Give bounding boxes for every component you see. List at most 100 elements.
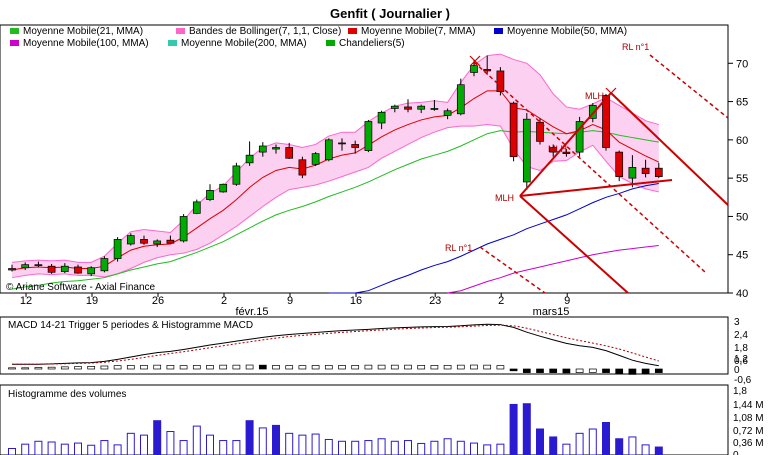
x-tick-label: 9 (287, 295, 293, 307)
volume-title: Histogramme des volumes (8, 389, 126, 400)
cross-marker (469, 55, 481, 67)
volume-tick-label: 1,8 (733, 386, 747, 397)
volume-bar (496, 443, 505, 455)
volume-bar (34, 440, 43, 455)
price-tick-label: 40 (736, 288, 748, 300)
candle-body (470, 65, 478, 73)
volume-bar (628, 436, 637, 455)
candle-body (549, 147, 558, 153)
volume-bar (285, 432, 294, 455)
price-tick-label: 65 (736, 97, 748, 109)
candle-body (496, 70, 505, 92)
macd-tick-label: -0,6 (734, 375, 752, 386)
x-tick-label: 19 (86, 295, 98, 307)
trend-line-up (519, 92, 612, 197)
volume-tick-label: 0 (733, 450, 739, 455)
macd-histogram-bar (140, 365, 148, 370)
candle-body (192, 201, 201, 214)
x-tick-label: 16 (350, 295, 362, 307)
rl-dashed-1 (473, 61, 706, 273)
candle-body (364, 121, 373, 151)
candle-body (641, 167, 650, 174)
candle-body (483, 69, 492, 72)
volume-bar (113, 444, 122, 455)
volume-bar (536, 428, 544, 455)
volume-bar (166, 431, 175, 455)
legend-label-0: Moyenne Mobile(21, MMA) (23, 26, 143, 37)
volume-bar (443, 438, 452, 455)
candle-body (34, 264, 43, 267)
support-line (519, 179, 673, 197)
macd-histogram-bar (404, 364, 412, 370)
candle-body (562, 151, 571, 154)
macd-histogram-bar (298, 365, 307, 370)
volume-bar (549, 436, 558, 455)
macd-histogram-bar (602, 368, 610, 373)
macd-histogram-bar (522, 368, 531, 373)
volume-bar (153, 420, 162, 455)
macd-histogram-bar (100, 365, 109, 370)
candle-body (456, 84, 465, 115)
macd-histogram-bar (509, 368, 518, 372)
candle-body (377, 111, 386, 124)
macd-histogram-bar (47, 366, 56, 370)
volume-bar (404, 440, 412, 455)
legend-label-5: Moyenne Mobile(200, MMA) (181, 38, 307, 49)
candle-body (113, 239, 122, 259)
volume-bar (417, 442, 426, 455)
copyright: © Ariane Software - Axial Finance (6, 282, 156, 293)
macd-histogram-bar (8, 367, 16, 370)
legend-swatch-2 (348, 28, 357, 34)
volume-tick-label: 0,72 M (733, 426, 764, 437)
candle-body (338, 142, 346, 145)
legend-swatch-4 (10, 40, 19, 46)
volume-bar (179, 440, 188, 455)
candle-body (74, 266, 82, 274)
macd-histogram-bar (641, 368, 650, 375)
legend-label-4: Moyenne Mobile(100, MMA) (23, 38, 149, 49)
macd-histogram-bar (34, 367, 43, 370)
volume-bar (311, 433, 320, 455)
volume-bar (21, 443, 30, 455)
macd-histogram-bar (430, 365, 439, 370)
candle-body (258, 145, 267, 153)
candle-body (60, 265, 69, 272)
volume-tick-label: 1,44 M (733, 400, 764, 411)
candle-body (126, 235, 135, 245)
macd-tick-label: 2,4 (734, 330, 748, 341)
candle-body (615, 151, 624, 177)
macd-histogram-bar (536, 368, 544, 373)
volume-bar (100, 440, 109, 455)
macd-histogram-bar (311, 365, 320, 370)
bollinger-band-fill (12, 54, 659, 278)
candle-body (536, 121, 544, 142)
macd-histogram-bar (483, 364, 492, 370)
volume-bar (351, 440, 360, 455)
macd-histogram-bar (258, 364, 267, 370)
macd-histogram-bar (232, 364, 241, 370)
candle-body (390, 105, 399, 109)
macd-histogram-bar (443, 365, 452, 370)
macd-histogram-bar (351, 365, 360, 370)
candle-body (8, 268, 16, 271)
volume-tick-label: 0,36 M (733, 438, 764, 449)
macd-histogram-bar (113, 365, 122, 370)
macd-line (12, 323, 659, 367)
candle-body (285, 147, 294, 159)
candle-body (87, 267, 96, 275)
legend-swatch-5 (168, 40, 177, 46)
candle-body (21, 264, 30, 269)
candle-body (404, 106, 412, 110)
macd-histogram-bar (166, 365, 175, 370)
candle-body (522, 118, 531, 183)
macd-histogram-bar (456, 364, 465, 370)
macd-histogram-bar (338, 365, 346, 370)
volume-bar (338, 440, 346, 455)
macd-histogram-bar (87, 366, 96, 370)
volume-bar (641, 444, 650, 455)
candle-body (298, 159, 307, 176)
volume-bar (258, 427, 267, 455)
macd-tick-label: 1,2 (734, 354, 748, 365)
trend-line-down-left (519, 195, 629, 294)
